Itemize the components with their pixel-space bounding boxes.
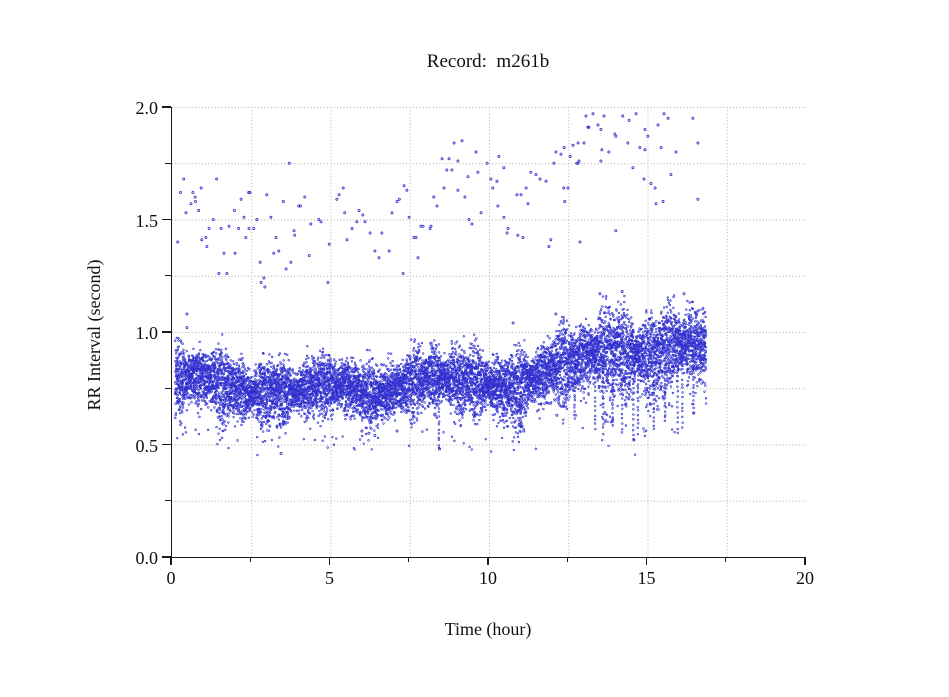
x-tick-mark — [328, 557, 331, 565]
x-minor-tick-mark — [408, 557, 410, 562]
y-minor-tick-mark — [165, 387, 171, 389]
x-tick-label: 20 — [796, 568, 814, 588]
x-tick-label: 10 — [479, 568, 497, 588]
y-tick-label: 1.0 — [135, 323, 159, 343]
chart-title: Record: m261b — [426, 51, 550, 72]
x-axis-label: Time (hour) — [444, 619, 532, 639]
y-tick-label: 2.0 — [135, 98, 159, 118]
y-tick-label: 0.0 — [135, 548, 159, 568]
y-tick-label: 0.5 — [135, 435, 159, 456]
x-minor-tick-mark — [725, 557, 727, 562]
x-tick-label: 5 — [325, 568, 334, 588]
plot-area — [171, 107, 806, 558]
y-minor-tick-mark — [165, 275, 171, 277]
scatter-points-canvas — [172, 107, 806, 557]
y-tick-label: 1.5 — [135, 210, 159, 231]
y-tick-mark — [162, 443, 171, 446]
y-tick-mark — [162, 556, 171, 558]
y-minor-tick-mark — [165, 162, 171, 164]
y-minor-tick-mark — [165, 500, 171, 502]
x-minor-tick-mark — [566, 557, 568, 562]
x-tick-mark — [804, 557, 806, 565]
x-tick-mark — [487, 557, 489, 565]
x-tick-mark — [645, 557, 648, 565]
x-tick-mark — [170, 557, 172, 565]
y-axis-label: RR Interval (second) — [84, 259, 104, 411]
x-tick-label: 15 — [637, 568, 656, 588]
y-tick-mark — [162, 331, 171, 333]
y-tick-mark — [162, 106, 171, 108]
x-tick-label: 0 — [166, 568, 176, 588]
x-minor-tick-mark — [249, 557, 251, 562]
y-tick-mark — [162, 218, 171, 221]
